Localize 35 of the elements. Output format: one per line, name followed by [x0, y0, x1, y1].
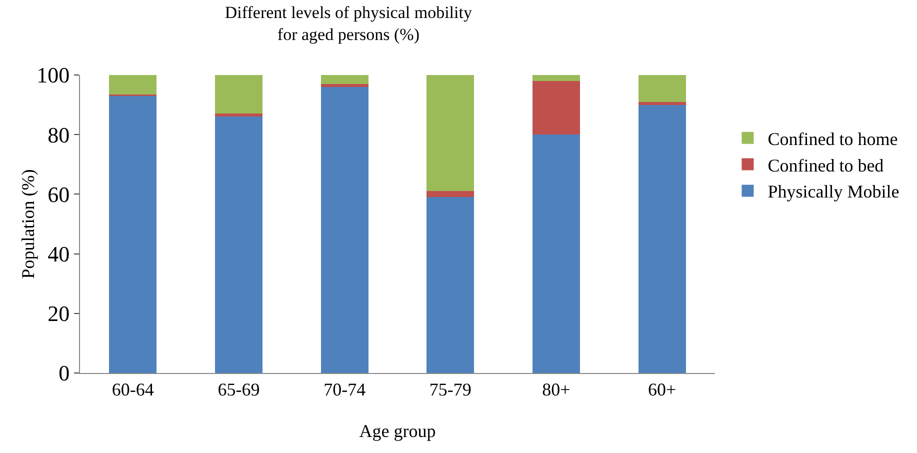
- bar: [109, 96, 157, 373]
- bar: [638, 102, 686, 105]
- bar: [426, 191, 474, 198]
- x-tick-label: 60-64: [112, 380, 154, 400]
- legend-label: Confined to bed: [768, 155, 884, 176]
- bar: [532, 134, 580, 373]
- legend-label: Physically Mobile: [768, 182, 900, 202]
- legend-label: Confined to home: [768, 128, 898, 149]
- bar: [214, 116, 263, 373]
- chart-title: Different levels of physical mobility for aged persons (%): [224, 3, 472, 44]
- bar: [214, 75, 263, 114]
- y-tick-label: 40: [48, 242, 70, 266]
- y-tick-label: 80: [48, 122, 70, 148]
- bar: [532, 80, 580, 135]
- bar: [426, 75, 474, 192]
- x-tick-label: 60+: [648, 380, 676, 400]
- bar: [532, 75, 580, 81]
- bar: [320, 84, 368, 87]
- x-tick-label: 70-74: [324, 380, 366, 400]
- y-tick-label: 20: [48, 301, 70, 326]
- y-axis-title: Population (%): [18, 169, 38, 279]
- y-tick-label: 60: [48, 182, 70, 207]
- x-axis-title: Age group: [359, 421, 436, 441]
- bar: [638, 104, 686, 373]
- bar: [638, 75, 686, 102]
- bar: [214, 114, 263, 117]
- x-tick-label: 80+: [542, 380, 570, 400]
- bar: [320, 86, 368, 373]
- bar: [426, 197, 474, 373]
- x-tick-label: 75-79: [429, 380, 472, 400]
- x-tick-label: 65-69: [218, 380, 260, 400]
- bar: [320, 75, 368, 84]
- y-tick-label: 100: [36, 62, 70, 88]
- bar: [109, 75, 157, 94]
- y-tick-label: 0: [58, 360, 70, 386]
